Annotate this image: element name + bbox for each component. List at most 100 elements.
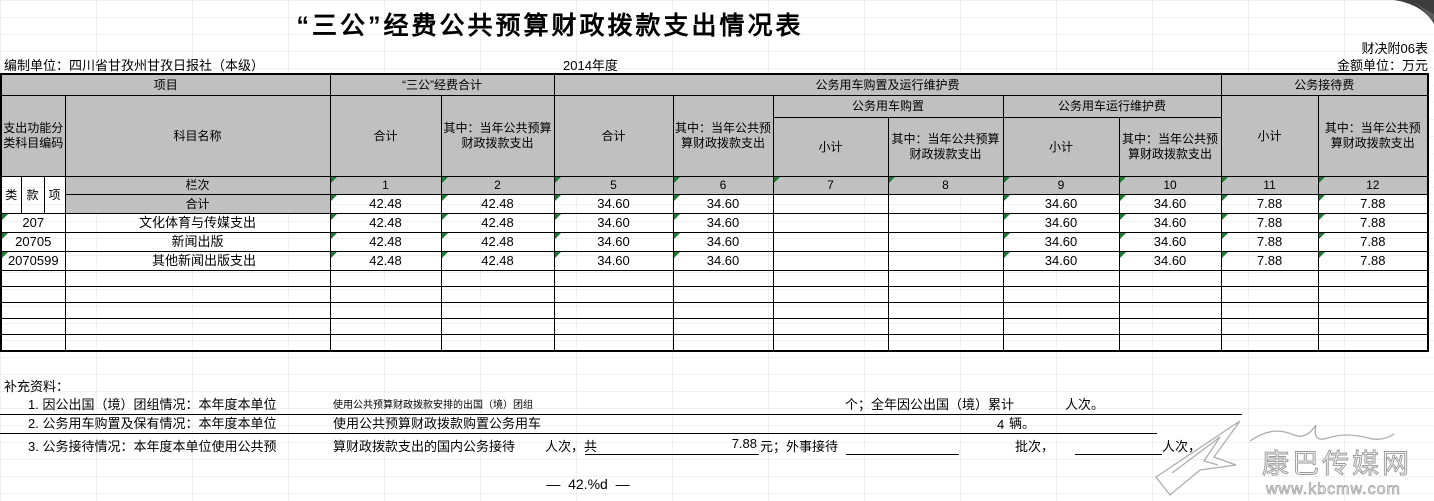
table-row-empty bbox=[0, 302, 1429, 319]
cell-value: 34.60 bbox=[1002, 194, 1120, 214]
supplement-line3-label4: 人次， bbox=[1162, 439, 1202, 454]
table-row-2070599: 2070599 其他新闻出版支出 42.48 42.48 34.60 34.60… bbox=[0, 251, 1429, 271]
col-num-12: 12 bbox=[1317, 176, 1429, 195]
cell-value: 42.48 bbox=[329, 194, 442, 214]
cell-value bbox=[887, 232, 1004, 252]
cell-value: 7.88 bbox=[1317, 194, 1429, 214]
cell-value: 34.60 bbox=[553, 213, 674, 233]
table-row-total: 合计 42.48 42.48 34.60 34.60 34.60 34.60 7… bbox=[1, 194, 1429, 214]
cell-value: 7.88 bbox=[1317, 232, 1429, 252]
col-num-7: 7 bbox=[772, 176, 889, 195]
cell-value: 34.60 bbox=[1118, 251, 1222, 271]
header-xiang: 项 bbox=[43, 176, 66, 214]
supplement-line-1: 1. 因公出国（境）团组情况：本年度本单位 使用公共预算财政拨款安排的出国（境）… bbox=[0, 394, 1242, 415]
supplement-line3-blank2 bbox=[1075, 436, 1162, 455]
header-lanci: 栏次 bbox=[64, 176, 331, 195]
fiscal-year: 2014年度 bbox=[563, 58, 618, 73]
page-title: “三公”经费公共预算财政拨款支出情况表 bbox=[296, 12, 804, 40]
supplement-line2-value: 4 bbox=[997, 417, 1005, 432]
cell-value: 34.60 bbox=[1118, 213, 1222, 233]
header-total-col5: 合计 bbox=[553, 95, 674, 177]
row-code: 2070599 bbox=[0, 251, 66, 271]
cell-value: 42.48 bbox=[329, 213, 442, 233]
header-vehicle-purchase: 公务用车购置 bbox=[772, 95, 1004, 118]
cell-value: 7.88 bbox=[1220, 194, 1319, 214]
cell-value: 34.60 bbox=[553, 194, 674, 214]
supplement-line3-label2: 元；外事接待 bbox=[760, 439, 839, 454]
cell-value bbox=[887, 194, 1004, 214]
supplement-line1-tail: 人次。 bbox=[1065, 397, 1105, 412]
supplement-line3-mid: 算财政拨款支出的国内公务接待 bbox=[333, 439, 516, 454]
table-row-20705: 20705 新闻出版 42.48 42.48 34.60 34.60 34.60… bbox=[0, 232, 1429, 252]
supplement-line-3: 3. 公务接待情况：本年度本单位使用公共预 算财政拨款支出的国内公务接待 人次，… bbox=[0, 434, 1434, 456]
header-sangong-group: “三公”经费合计 bbox=[329, 73, 555, 96]
cell-value: 34.60 bbox=[1118, 232, 1222, 252]
cell-value bbox=[772, 194, 889, 214]
header-kuan: 款 bbox=[20, 176, 45, 214]
prepared-by-unit: 编制单位：四川省甘孜州甘孜日报社（本级） bbox=[4, 58, 265, 73]
header-vehicle-maintenance: 公务用车运行维护费 bbox=[1002, 95, 1222, 118]
row-name: 新闻出版 bbox=[64, 232, 331, 252]
row-code: 20705 bbox=[0, 232, 66, 252]
supplement-line-2: 2. 公务用车购置及保有情况：本年度本单位 使用公共预算财政拨款购置公务用车 4… bbox=[0, 414, 1157, 434]
supplement-line1-mid: 个；全年因公出国（境）累计 bbox=[845, 397, 1015, 412]
supplement-line3-label: 3. 公务接待情况：本年度本单位使用公共预 bbox=[28, 439, 277, 454]
cell-value bbox=[887, 251, 1004, 271]
col-num-9: 9 bbox=[1002, 176, 1120, 195]
cell-value: 34.60 bbox=[1118, 194, 1222, 214]
cell-value: 34.60 bbox=[672, 232, 774, 252]
table-row-207: 207 文化体育与传媒支出 42.48 42.48 34.60 34.60 34… bbox=[0, 213, 1429, 233]
header-project: 项目 bbox=[0, 73, 331, 96]
cell-value bbox=[772, 232, 889, 252]
col-num-1: 1 bbox=[329, 176, 442, 195]
cell-value: 42.48 bbox=[440, 232, 555, 252]
cell-value: 7.88 bbox=[1317, 213, 1429, 233]
supplement-line2-mid: 使用公共预算财政拨款购置公务用车 bbox=[333, 416, 542, 431]
supplement-line1-note: 使用公共预算财政拨款安排的出国（境）团组 bbox=[333, 400, 533, 411]
header-reception-group: 公务接待费 bbox=[1220, 73, 1429, 96]
cell-value: 34.60 bbox=[1002, 251, 1120, 271]
cell-value: 7.88 bbox=[1220, 251, 1319, 271]
doc-number: 财决附06表 bbox=[1361, 41, 1428, 56]
header-vehicle-group: 公务用车购置及运行维护费 bbox=[553, 73, 1222, 96]
row-name: 文化体育与传媒支出 bbox=[64, 213, 331, 233]
cell-value: 34.60 bbox=[672, 251, 774, 271]
page-footer: — 42.%d — bbox=[546, 476, 630, 492]
header-subtotal-col11: 小计 bbox=[1220, 95, 1319, 177]
table-row-empty bbox=[0, 318, 1429, 335]
col-num-10: 10 bbox=[1118, 176, 1222, 195]
col-num-8: 8 bbox=[887, 176, 1004, 195]
supplement-heading: 补充资料： bbox=[4, 379, 70, 394]
cell-value: 7.88 bbox=[1220, 232, 1319, 252]
amount-unit: 金额单位：万元 bbox=[1336, 58, 1428, 73]
cell-value: 34.60 bbox=[1002, 232, 1120, 252]
cell-value bbox=[887, 213, 1004, 233]
header-ofwhich-col2: 其中：当年公共预算财政拨款支出 bbox=[440, 95, 555, 177]
header-ofwhich-col10: 其中：当年公共预算财政拨款支出 bbox=[1118, 117, 1222, 177]
supplement-line3-label3: 批次， bbox=[1015, 439, 1055, 454]
supplement-line2-label: 2. 公务用车购置及保有情况：本年度本单位 bbox=[28, 416, 277, 431]
supplement-line3-blank1 bbox=[846, 436, 959, 455]
header-ofwhich-col6: 其中：当年公共预算财政拨款支出 bbox=[672, 95, 774, 177]
cell-value bbox=[772, 213, 889, 233]
table-row-empty bbox=[0, 270, 1429, 287]
col-num-5: 5 bbox=[553, 176, 674, 195]
cell-value: 34.60 bbox=[553, 232, 674, 252]
header-ofwhich-col8: 其中：当年公共预算财政拨款支出 bbox=[887, 117, 1004, 177]
cell-value: 34.60 bbox=[672, 194, 774, 214]
header-total-col1: 合计 bbox=[329, 95, 442, 177]
row-total-label: 合计 bbox=[64, 194, 331, 214]
cell-value: 42.48 bbox=[329, 232, 442, 252]
supplement-line3-amount: 7.88 bbox=[585, 436, 759, 455]
table-row-empty bbox=[0, 286, 1429, 303]
header-subtotal-col7: 小计 bbox=[772, 117, 889, 177]
expense-table: 项目 “三公”经费合计 公务用车购置及运行维护费 公务接待费 支出功能分类科目编… bbox=[0, 73, 1430, 352]
cell-value: 7.88 bbox=[1317, 251, 1429, 271]
cell-value: 34.60 bbox=[672, 213, 774, 233]
cell-value: 34.60 bbox=[1002, 213, 1120, 233]
cell-value bbox=[772, 251, 889, 271]
header-subject-name: 科目名称 bbox=[64, 95, 331, 177]
table-row-empty bbox=[0, 334, 1429, 352]
col-num-11: 11 bbox=[1220, 176, 1319, 195]
col-num-6: 6 bbox=[672, 176, 774, 195]
